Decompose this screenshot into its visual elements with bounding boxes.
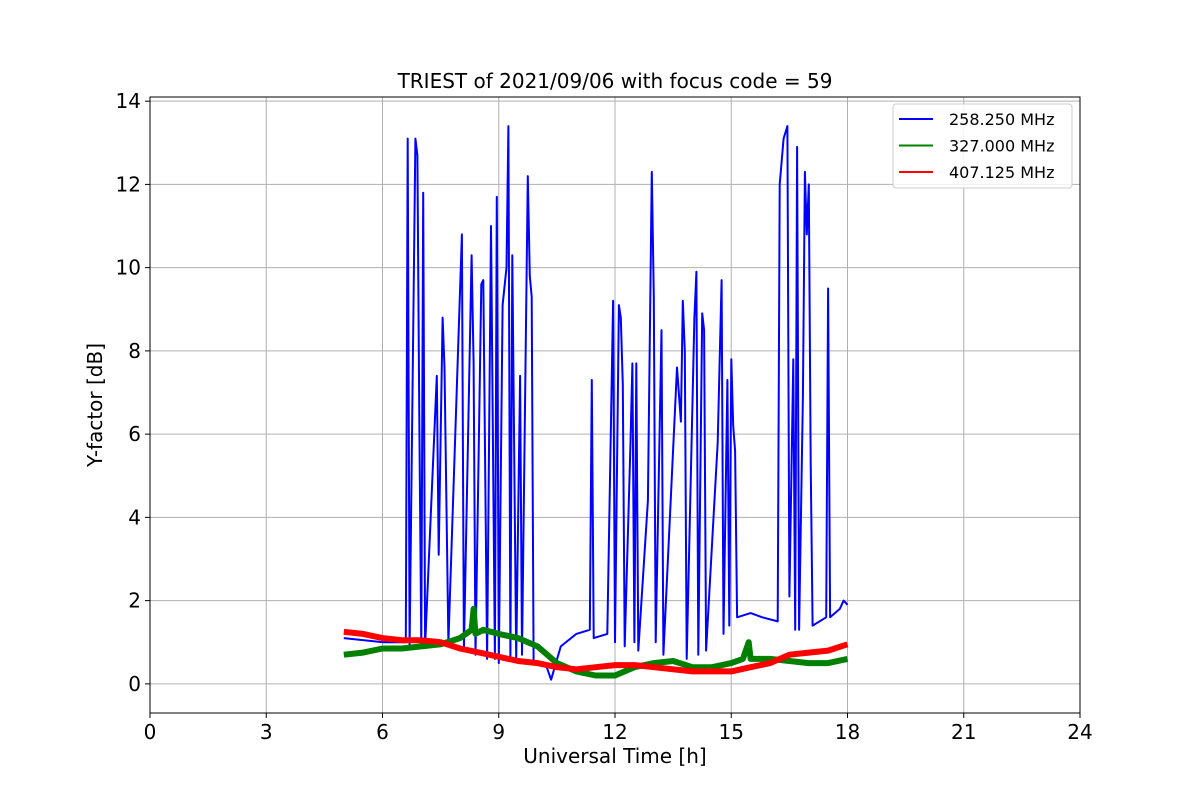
y-tick-label: 2 — [128, 589, 141, 613]
x-tick-label: 3 — [260, 720, 273, 744]
x-tick-label: 12 — [602, 720, 627, 744]
legend-label: 258.250 MHz — [949, 110, 1054, 129]
x-axis: 0 3 6 9 12 15 18 21 24 — [144, 713, 1093, 744]
series-line-1 — [343, 125, 849, 681]
legend-box — [892, 103, 1073, 189]
y-tick-label: 6 — [128, 422, 141, 446]
series-layer — [343, 125, 849, 681]
y-tick-label: 12 — [116, 172, 141, 196]
x-tick-label: 0 — [144, 720, 157, 744]
y-tick-label: 8 — [128, 339, 141, 363]
x-axis-label: Universal Time [h] — [523, 744, 706, 768]
x-tick-label: 9 — [492, 720, 505, 744]
y-axis-label: Y-factor [dB] — [83, 343, 107, 468]
x-tick-label: 21 — [951, 720, 976, 744]
x-tick-label: 24 — [1067, 720, 1092, 744]
legend-label: 327.000 MHz — [949, 137, 1054, 156]
x-tick-label: 18 — [835, 720, 860, 744]
series-line-3 — [343, 628, 849, 675]
x-tick-label: 6 — [376, 720, 389, 744]
chart-title: TRIEST of 2021/09/06 with focus code = 5… — [397, 69, 833, 93]
y-tick-label: 10 — [116, 256, 141, 280]
x-tick-label: 15 — [719, 720, 744, 744]
y-axis: 0 2 4 6 8 10 12 14 — [116, 89, 150, 696]
y-tick-label: 0 — [128, 672, 141, 696]
y-tick-label: 4 — [128, 505, 141, 529]
legend-label: 407.125 MHz — [949, 163, 1054, 182]
legend: 258.250 MHz 327.000 MHz 407.125 MHz — [892, 103, 1073, 189]
y-tick-label: 14 — [116, 89, 141, 113]
